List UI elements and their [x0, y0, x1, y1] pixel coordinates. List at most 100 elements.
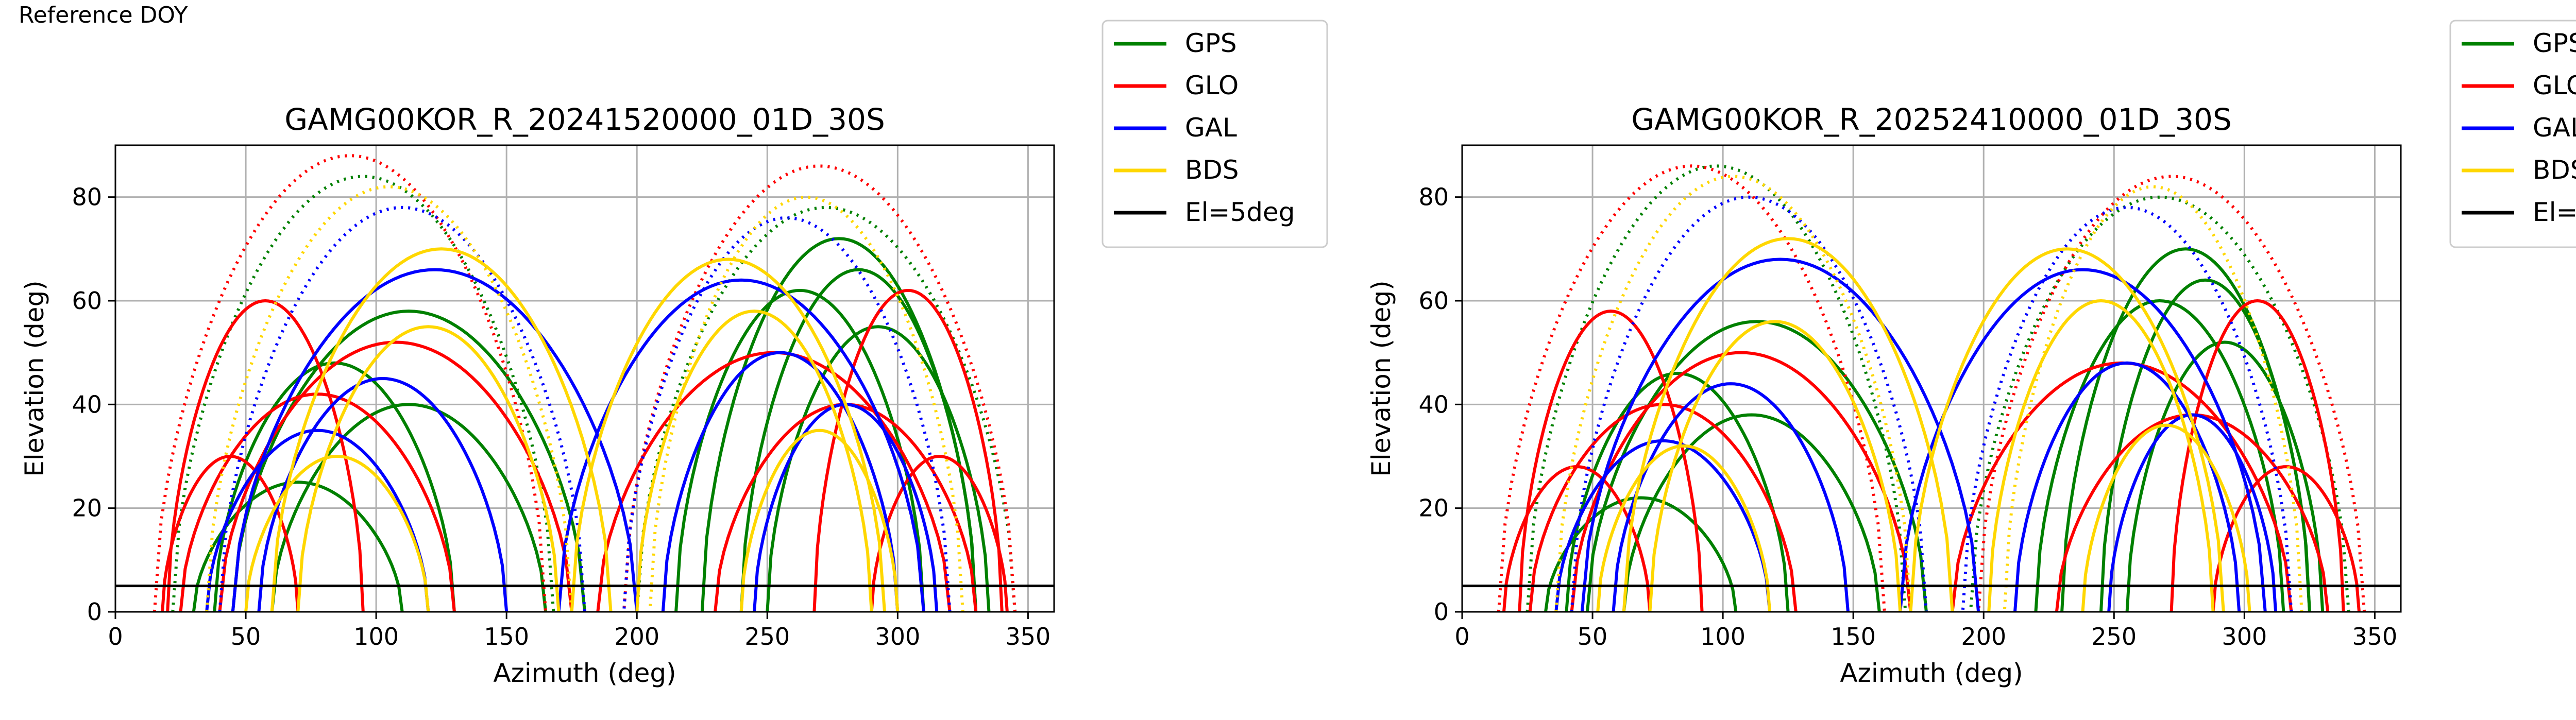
x-tick-label: 150	[1831, 623, 1876, 650]
satellite-arc	[635, 310, 873, 612]
chart-right: 0 50 100 150 200 250 300 350 0 20 40 60 80 GAMG00KOR_…	[1366, 20, 2576, 688]
satellite-arc	[2081, 423, 2251, 612]
satellite-arc	[1622, 237, 1954, 612]
legend-label: GLO	[2533, 71, 2576, 100]
satellite-arc	[1961, 205, 2293, 612]
satellite-arc	[179, 392, 456, 612]
x-tick-label: 200	[1961, 623, 2006, 650]
axes-frame	[114, 144, 1055, 613]
satellite-arc	[1554, 439, 1772, 612]
satellite-arc	[270, 247, 613, 612]
satellite-arc	[1596, 444, 1772, 612]
x-tick-label: 0	[1454, 623, 1469, 650]
series-gal	[1554, 195, 2293, 612]
satellite-arc	[739, 268, 978, 612]
satellite-arc	[231, 268, 639, 612]
satellite-arc	[192, 481, 404, 612]
chart-left: 0 50 100 150 200 250 300 350 0 20 40 60 80 GAMG00KOR_…	[20, 20, 1328, 688]
legend-label: BDS	[1185, 155, 1239, 185]
satellite-arc	[2003, 185, 2303, 612]
y-tick-label: 20	[1418, 494, 1449, 522]
satellite-arc	[622, 216, 952, 612]
legend: GPS GLO GAL BDS El=5deg	[2449, 20, 2576, 248]
x-axis-label: Azimuth (deg)	[1840, 658, 2023, 688]
y-axis-label: Elevation (deg)	[1366, 280, 1396, 476]
y-tick-label: 80	[1418, 183, 1449, 211]
legend-label: GAL	[2533, 113, 2576, 143]
satellite-arc	[205, 185, 573, 612]
satellite-arc	[870, 454, 1009, 612]
x-tick-label: 250	[2091, 623, 2137, 650]
satellite-arc	[1528, 403, 1798, 612]
satellite-arc	[257, 376, 509, 612]
satellite-arc	[2107, 413, 2278, 612]
tick-marks	[1455, 196, 2376, 619]
chart-title: GAMG00KOR_R_20252410000_01D_30S	[1631, 102, 2232, 137]
series-bds	[1554, 175, 2303, 612]
legend-label: GPS	[1185, 28, 1237, 58]
satellite-arc	[1497, 164, 1886, 612]
satellite-arc	[1648, 320, 1902, 612]
y-tick-label: 80	[72, 183, 102, 211]
legend-label: BDS	[2533, 155, 2576, 185]
satellite-arc	[244, 454, 430, 612]
x-tick-label: 50	[1578, 623, 1608, 650]
satellite-arc	[166, 299, 365, 612]
x-tick-label: 200	[614, 623, 659, 650]
legend-label: El=5deg	[2533, 197, 2576, 227]
x-tick-label: 100	[353, 623, 399, 650]
satellite-arc	[812, 288, 1004, 612]
satellite-arc	[1570, 351, 1912, 612]
satellite-arc	[661, 351, 900, 612]
satellite-arc	[674, 288, 925, 612]
x-tick-label: 350	[2352, 623, 2397, 650]
y-tick-label: 20	[72, 494, 102, 522]
chart-title: GAMG00KOR_R_20241520000_01D_30S	[284, 102, 885, 137]
tick-marks	[108, 196, 1029, 619]
x-tick-label: 250	[744, 623, 790, 650]
satellite-arc	[1544, 496, 1738, 612]
satellite-tracks	[152, 154, 1017, 612]
satellite-arc	[1570, 195, 1928, 612]
legend-box	[2449, 20, 2576, 248]
legend-label: GLO	[1185, 71, 1239, 100]
satellite-arc	[648, 195, 964, 612]
satellite-arc	[1580, 258, 1980, 612]
x-axis-label: Azimuth (deg)	[493, 658, 676, 688]
satellite-arc	[570, 258, 886, 612]
satellite-arc	[1502, 465, 1652, 612]
x-tick-label: 100	[1700, 623, 1745, 650]
reference-doy-label: Reference DOY	[19, 2, 188, 28]
satellite-arc	[218, 340, 573, 612]
plot-area	[115, 145, 1054, 612]
series-bds	[205, 185, 964, 612]
series-glo	[1497, 164, 2366, 612]
legend-label: El=5deg	[1185, 197, 1295, 227]
y-tick-label: 40	[1418, 390, 1449, 418]
x-tick-label: 300	[2222, 623, 2267, 650]
satellite-arc	[205, 428, 430, 612]
x-tick-label: 350	[1005, 623, 1050, 650]
y-tick-label: 40	[72, 390, 102, 418]
satellite-arc	[1987, 299, 2215, 612]
axes-frame	[1461, 144, 2402, 613]
satellite-arc	[1612, 382, 1850, 612]
legend-label: GAL	[1185, 113, 1237, 143]
satellite-arc	[739, 428, 900, 612]
satellite-arc	[296, 325, 561, 612]
x-tick-label: 300	[875, 623, 920, 650]
x-tick-label: 150	[484, 623, 529, 650]
y-tick-label: 0	[1434, 598, 1449, 626]
x-tick-label: 0	[108, 623, 123, 650]
y-tick-label: 60	[1418, 287, 1449, 315]
satellite-arc	[2211, 465, 2361, 612]
y-tick-label: 60	[72, 287, 102, 315]
satellite-tracks	[1497, 164, 2366, 612]
legend-label: GPS	[2533, 28, 2576, 58]
legend-box	[1101, 20, 1328, 248]
satellite-arc	[270, 403, 548, 612]
satellite-arc	[1899, 268, 2267, 612]
satellite-arc	[2013, 361, 2241, 612]
satellite-arc	[1554, 175, 1912, 612]
